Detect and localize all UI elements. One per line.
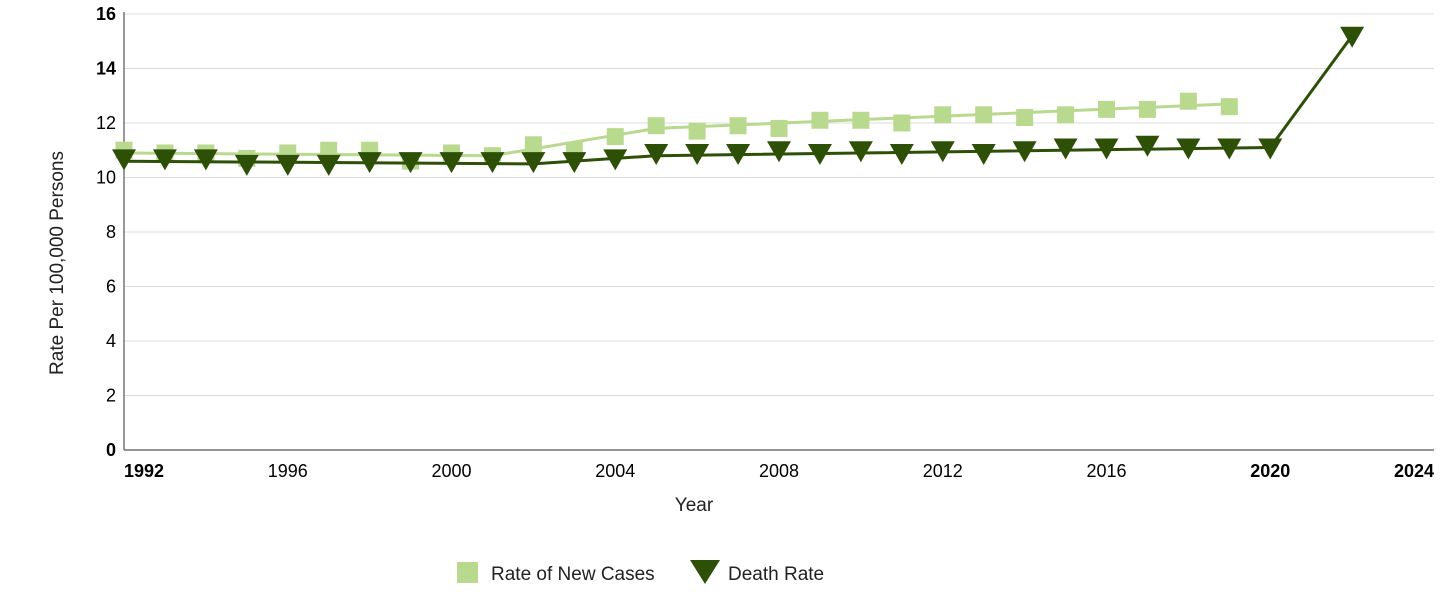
data-point-triangle [357, 152, 382, 174]
y-tick-label: 0 [106, 440, 116, 460]
data-point-triangle [398, 152, 423, 174]
y-tick-label: 12 [96, 113, 116, 133]
data-point-square [320, 141, 338, 159]
x-tick-label: 2024 [1394, 461, 1434, 481]
data-point-triangle [1012, 141, 1037, 163]
x-axis-title: Year [675, 495, 714, 516]
data-point-triangle [1094, 138, 1119, 160]
data-point-triangle [1217, 138, 1242, 160]
data-point-triangle [848, 141, 873, 163]
axes: 0 2 4 6 8 10 12 14 16 1992 1996 2000 2004 2008 2012 201… [96, 4, 1434, 481]
data-point-triangle [112, 149, 136, 171]
data-point-triangle [1258, 138, 1283, 160]
legend-item-death-rate[interactable]: Death Rate [690, 560, 824, 585]
data-point-square [1179, 92, 1197, 110]
data-point-square [1138, 100, 1156, 118]
y-tick-label: 4 [106, 331, 116, 351]
data-point-triangle [521, 152, 546, 174]
x-tick-label: 2016 [1086, 461, 1126, 481]
legend-label-new-cases: Rate of New Cases [491, 564, 655, 585]
y-tick-label: 14 [96, 59, 116, 79]
data-point-triangle [562, 152, 587, 174]
y-tick-label: 8 [106, 222, 116, 242]
legend-square-icon [457, 562, 478, 583]
data-point-triangle [644, 143, 669, 165]
legend-label-death-rate: Death Rate [728, 564, 824, 585]
x-tick-label: 2000 [431, 461, 471, 481]
series-layer [112, 26, 1365, 176]
data-point-triangle [1135, 135, 1160, 157]
data-point-square [647, 117, 665, 135]
data-point-square [1016, 109, 1034, 127]
data-point-square [606, 128, 624, 146]
data-point-triangle [889, 143, 914, 165]
data-point-triangle [726, 143, 751, 165]
x-tick-label: 2004 [595, 461, 635, 481]
legend: Rate of New Cases Death Rate [457, 560, 824, 585]
data-point-square [1220, 98, 1238, 116]
y-tick-label: 10 [96, 168, 116, 188]
legend-triangle-down-icon [690, 560, 720, 584]
data-point-triangle [930, 141, 955, 163]
data-point-triangle [439, 152, 464, 174]
data-point-triangle [685, 143, 710, 165]
data-point-square [852, 111, 870, 129]
x-tick-label: 1996 [268, 461, 308, 481]
data-point-triangle [971, 143, 996, 165]
data-point-square [975, 106, 993, 124]
series-death-rate [112, 26, 1365, 176]
data-point-square [1057, 106, 1075, 124]
data-point-square [1098, 100, 1115, 118]
data-point-triangle [767, 141, 791, 163]
data-point-triangle [234, 154, 259, 176]
x-tick-label: 2008 [759, 461, 799, 481]
x-tick-label: 1992 [124, 461, 164, 481]
y-tick-label: 16 [96, 4, 116, 24]
data-point-square [688, 122, 706, 140]
data-point-triangle [1340, 26, 1365, 48]
data-point-triangle [1053, 138, 1078, 160]
data-point-square [770, 119, 788, 137]
data-point-square [524, 136, 542, 154]
data-point-triangle [275, 154, 300, 176]
x-tick-label: 2020 [1250, 461, 1290, 481]
data-point-triangle [152, 149, 177, 171]
data-point-triangle [603, 149, 628, 171]
x-tick-label: 2012 [923, 461, 963, 481]
y-tick-label: 6 [106, 277, 116, 297]
y-tick-label: 2 [106, 386, 116, 406]
data-point-square [893, 114, 911, 132]
legend-item-new-cases[interactable]: Rate of New Cases [457, 562, 655, 585]
data-point-triangle [1176, 138, 1201, 160]
data-point-square [811, 111, 829, 129]
data-point-triangle [316, 154, 341, 176]
data-point-triangle [480, 152, 505, 174]
data-point-square [934, 106, 952, 124]
data-point-triangle [807, 143, 832, 165]
data-point-square [729, 117, 747, 135]
data-point-triangle [193, 149, 218, 171]
y-axis-title: Rate Per 100,000 Persons [47, 151, 68, 375]
gridlines [124, 13, 1434, 396]
